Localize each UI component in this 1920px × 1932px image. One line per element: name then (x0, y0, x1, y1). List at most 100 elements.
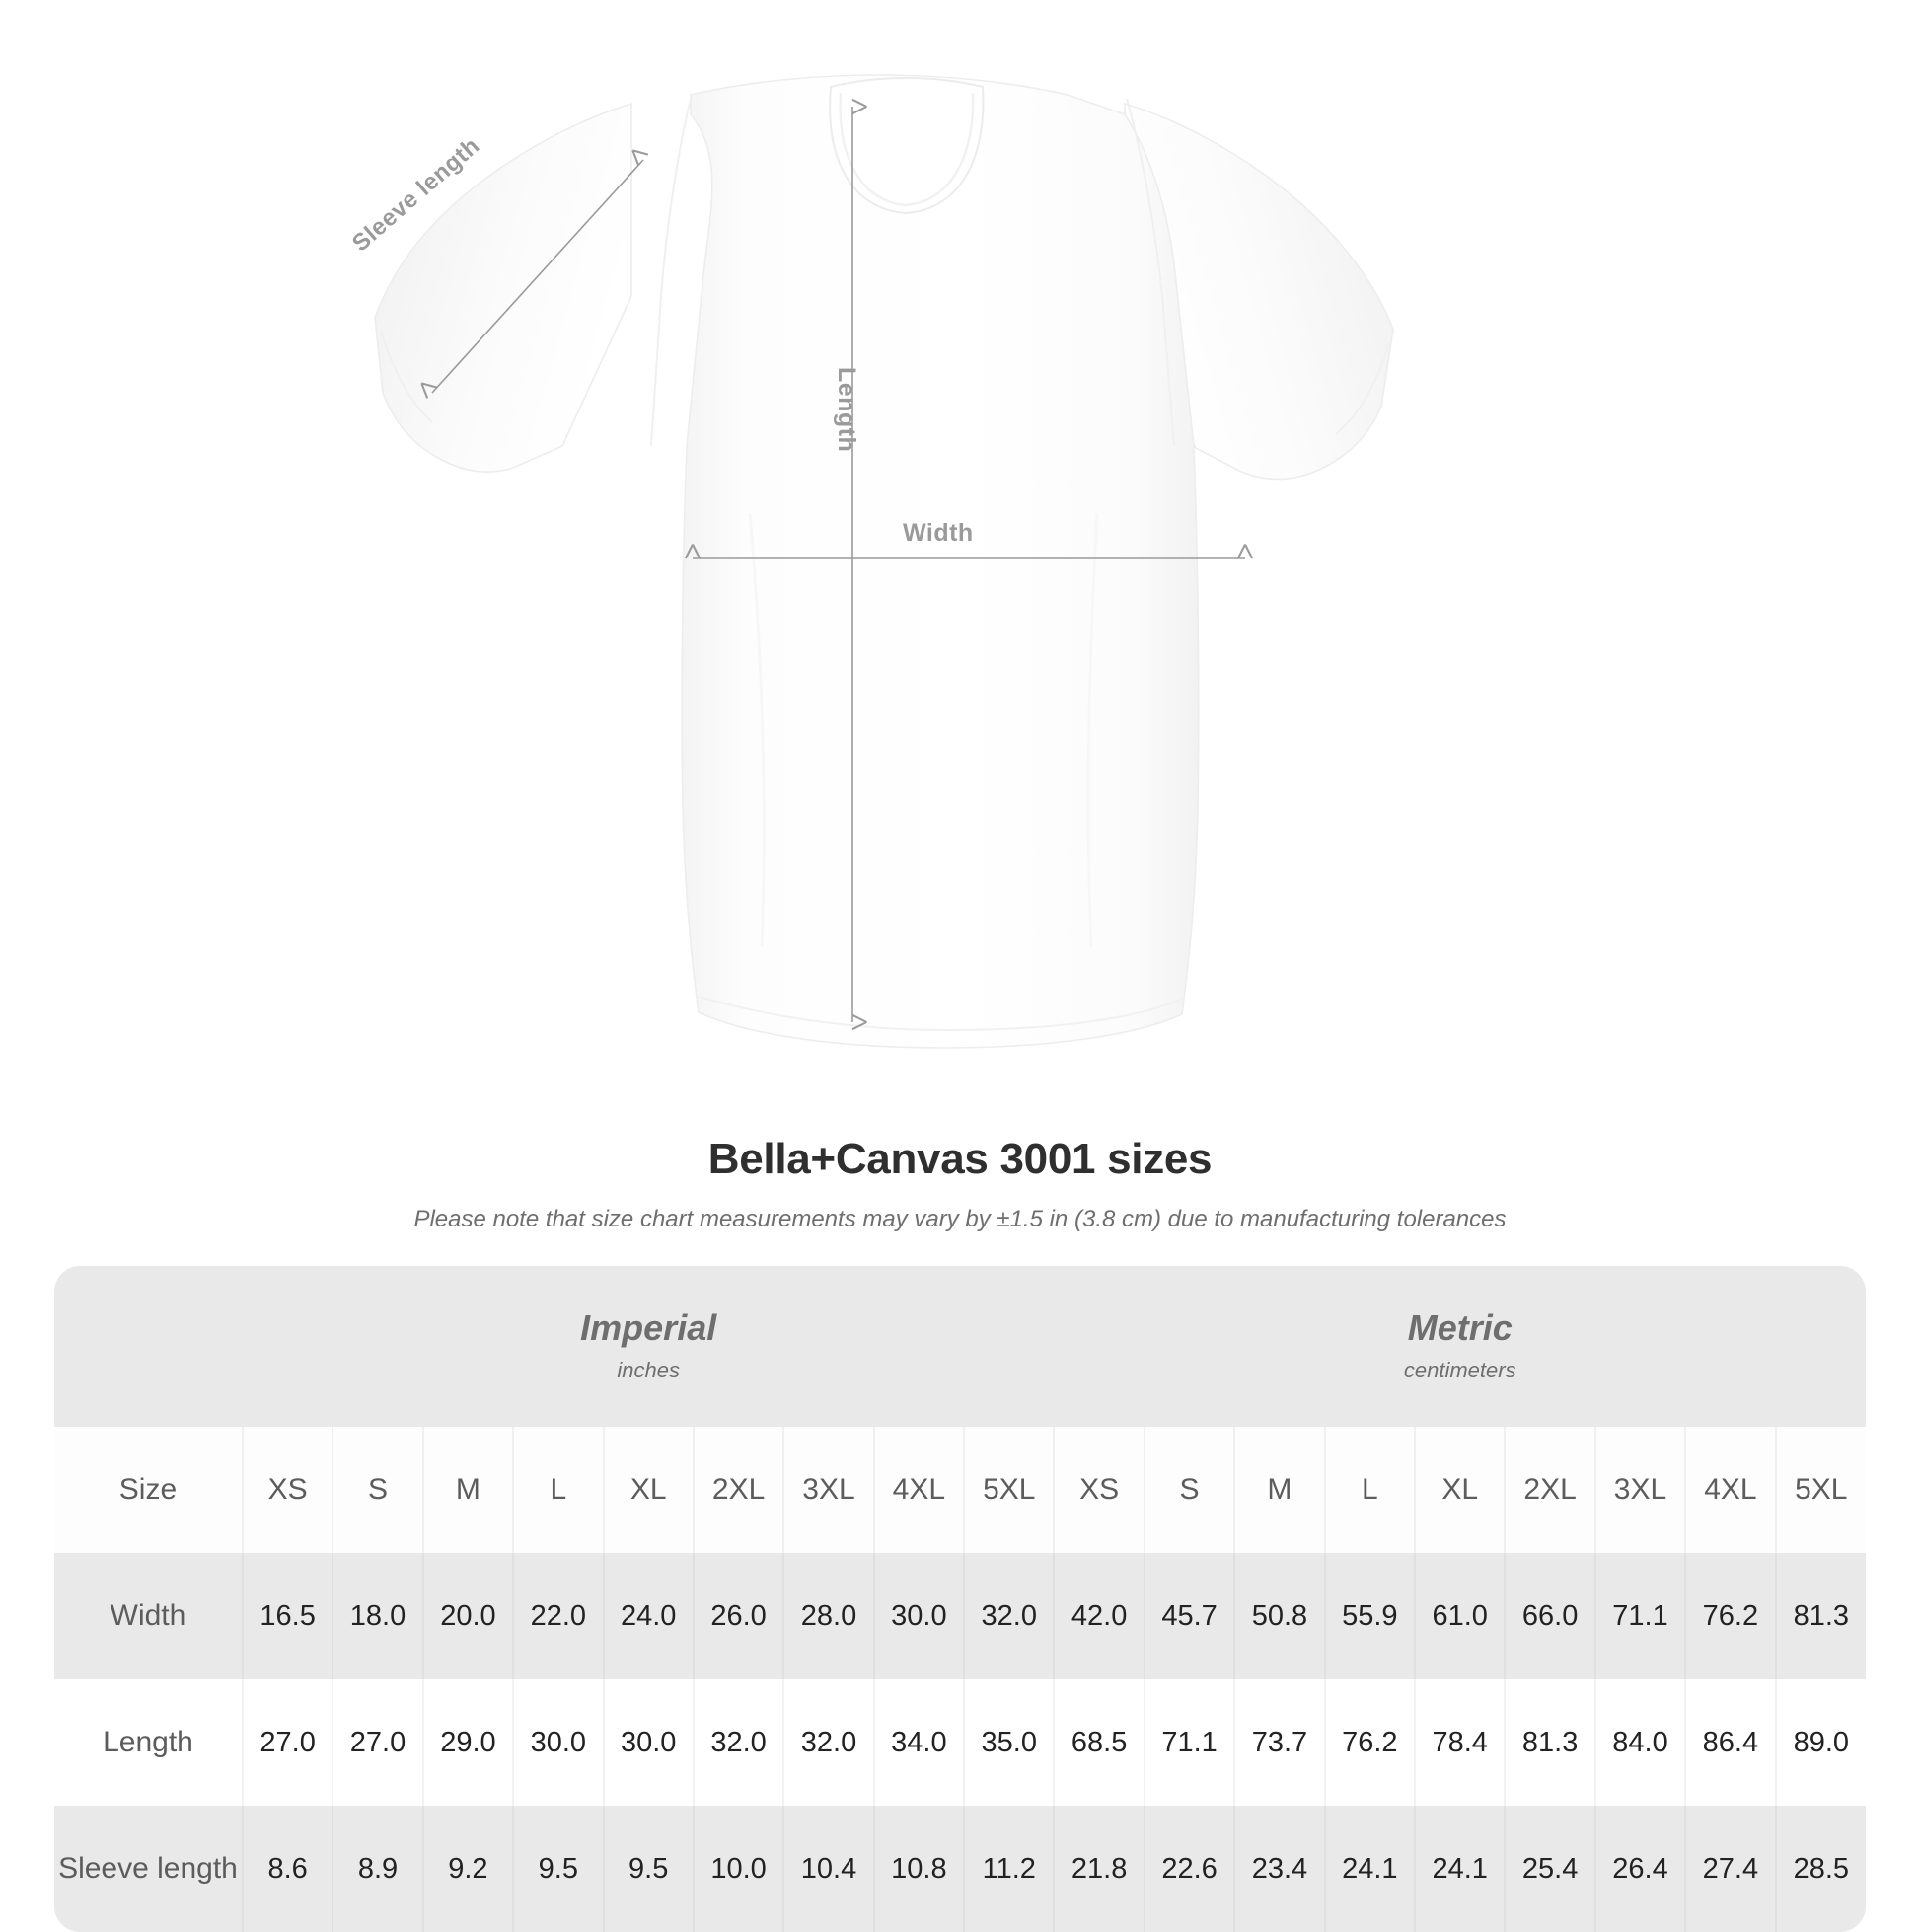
cell-value: 66.0 (1504, 1553, 1595, 1679)
cell-value: 45.7 (1143, 1553, 1235, 1679)
sleeve-arrow (420, 149, 649, 399)
width-label: Width (903, 519, 974, 547)
title-block: Bella+Canvas 3001 sizes Please note that… (0, 1135, 1920, 1233)
cell-value: 32.0 (782, 1679, 874, 1806)
table-row: Sleeve length 8.6 8.9 9.2 9.5 9.5 10.0 10.4 10.8… (54, 1806, 1866, 1932)
tshirt-illustration (374, 74, 1394, 1049)
size-header-row: Size XS S M L XL 2XL 3XL 4XL 5XL XS S M L XL 2XL 3XL 4XL 5… (54, 1427, 1866, 1553)
unit-group-metric-name: Metric (1407, 1306, 1513, 1348)
cell-value: 76.2 (1323, 1679, 1416, 1806)
size-header-metric-xl: XL (1414, 1427, 1506, 1553)
cell-value: 34.0 (872, 1679, 965, 1806)
cell-value: 30.0 (872, 1553, 965, 1679)
cell-value: 16.5 (241, 1553, 333, 1679)
cell-value: 21.8 (1053, 1806, 1145, 1932)
row-label-sleeve-length: Sleeve length (54, 1806, 243, 1932)
length-label: Length (833, 367, 860, 453)
cell-value: 29.0 (421, 1679, 514, 1806)
table-row: Length 27.0 27.0 29.0 30.0 30.0 32.0 32.0 34.0 35… (54, 1679, 1866, 1806)
cell-value: 22.6 (1143, 1806, 1235, 1932)
cell-value: 76.2 (1684, 1553, 1776, 1679)
size-header-metric-s: S (1143, 1427, 1235, 1553)
unit-header-row: Imperial inches Metric centimeters (54, 1266, 1866, 1427)
cell-value: 86.4 (1684, 1679, 1776, 1806)
size-header-metric-4xl: 4XL (1684, 1427, 1776, 1553)
cell-value: 27.0 (241, 1679, 333, 1806)
cell-value: 8.9 (332, 1806, 423, 1932)
size-header-imperial-xl: XL (602, 1427, 694, 1553)
size-header-imperial-4xl: 4XL (872, 1427, 965, 1553)
page-title: Bella+Canvas 3001 sizes (707, 1135, 1213, 1183)
cell-value: 81.3 (1774, 1553, 1866, 1679)
cell-value: 26.4 (1593, 1806, 1686, 1932)
cell-value: 9.5 (602, 1806, 694, 1932)
row-label-length: Length (54, 1679, 243, 1806)
size-header-metric-xs: XS (1053, 1427, 1145, 1553)
cell-value: 71.1 (1593, 1553, 1686, 1679)
unit-group-imperial-unit: inches (617, 1358, 680, 1383)
measurement-guides (420, 98, 1254, 1031)
size-chart-table-wrapper: Imperial inches Metric centimeters Size X… (54, 1266, 1866, 1932)
unit-group-metric: Metric centimeters (1054, 1266, 1866, 1427)
cell-value: 71.1 (1143, 1679, 1235, 1806)
cell-value: 32.0 (692, 1679, 784, 1806)
cell-value: 50.8 (1233, 1553, 1325, 1679)
size-header-metric-5xl: 5XL (1774, 1427, 1866, 1553)
size-header-imperial-l: L (512, 1427, 604, 1553)
cell-value: 11.2 (963, 1806, 1055, 1932)
cell-value: 73.7 (1233, 1679, 1325, 1806)
size-header-imperial-5xl: 5XL (963, 1427, 1055, 1553)
cell-value: 24.1 (1323, 1806, 1416, 1932)
cell-value: 89.0 (1774, 1679, 1866, 1806)
tshirt-diagram: Sleeve length Length Width (347, 74, 1394, 1049)
unit-group-imperial-name: Imperial (580, 1306, 717, 1348)
size-chart-body: Width 16.5 18.0 20.0 22.0 24.0 26.0 28.0 30.0 32.… (54, 1553, 1866, 1932)
size-header-metric-m: M (1233, 1427, 1325, 1553)
size-header-metric-l: L (1323, 1427, 1416, 1553)
size-header-imperial-3xl: 3XL (782, 1427, 874, 1553)
size-header-label: Size (54, 1427, 243, 1553)
cell-value: 20.0 (421, 1553, 514, 1679)
cell-value: 84.0 (1593, 1679, 1686, 1806)
garment-shape (374, 74, 1394, 1049)
row-label-width: Width (54, 1553, 243, 1679)
cell-value: 9.5 (512, 1806, 604, 1932)
cell-value: 32.0 (963, 1553, 1055, 1679)
size-header-imperial-xs: XS (241, 1427, 333, 1553)
cell-value: 61.0 (1414, 1553, 1506, 1679)
cell-value: 10.8 (872, 1806, 965, 1932)
cell-value: 22.0 (512, 1553, 604, 1679)
size-header-metric-2xl: 2XL (1504, 1427, 1595, 1553)
unit-corner-cell (54, 1266, 243, 1427)
cell-value: 8.6 (241, 1806, 333, 1932)
cell-value: 9.2 (421, 1806, 514, 1932)
cell-value: 27.4 (1684, 1806, 1776, 1932)
cell-value: 35.0 (963, 1679, 1055, 1806)
size-header-metric-3xl: 3XL (1593, 1427, 1686, 1553)
cell-value: 68.5 (1053, 1679, 1145, 1806)
cell-value: 42.0 (1053, 1553, 1145, 1679)
cell-value: 30.0 (602, 1679, 694, 1806)
tolerance-note: Please note that size chart measurements… (413, 1206, 1507, 1232)
size-header-imperial-m: M (421, 1427, 514, 1553)
cell-value: 23.4 (1233, 1806, 1325, 1932)
cell-value: 78.4 (1414, 1679, 1506, 1806)
cell-value: 28.0 (782, 1553, 874, 1679)
size-header-imperial-s: S (332, 1427, 423, 1553)
cell-value: 10.0 (692, 1806, 784, 1932)
cell-value: 26.0 (692, 1553, 784, 1679)
cell-value: 25.4 (1504, 1806, 1595, 1932)
cell-value: 10.4 (782, 1806, 874, 1932)
cell-value: 18.0 (332, 1553, 423, 1679)
table-row: Width 16.5 18.0 20.0 22.0 24.0 26.0 28.0 30.0 32.… (54, 1553, 1866, 1679)
cell-value: 30.0 (512, 1679, 604, 1806)
cell-value: 27.0 (332, 1679, 423, 1806)
cell-value: 81.3 (1504, 1679, 1595, 1806)
size-header-imperial-2xl: 2XL (692, 1427, 784, 1553)
cell-value: 55.9 (1323, 1553, 1416, 1679)
cell-value: 24.0 (602, 1553, 694, 1679)
unit-group-imperial: Imperial inches (242, 1266, 1055, 1427)
cell-value: 24.1 (1414, 1806, 1506, 1932)
size-chart-table: Imperial inches Metric centimeters Size X… (54, 1266, 1866, 1932)
cell-value: 28.5 (1774, 1806, 1866, 1932)
